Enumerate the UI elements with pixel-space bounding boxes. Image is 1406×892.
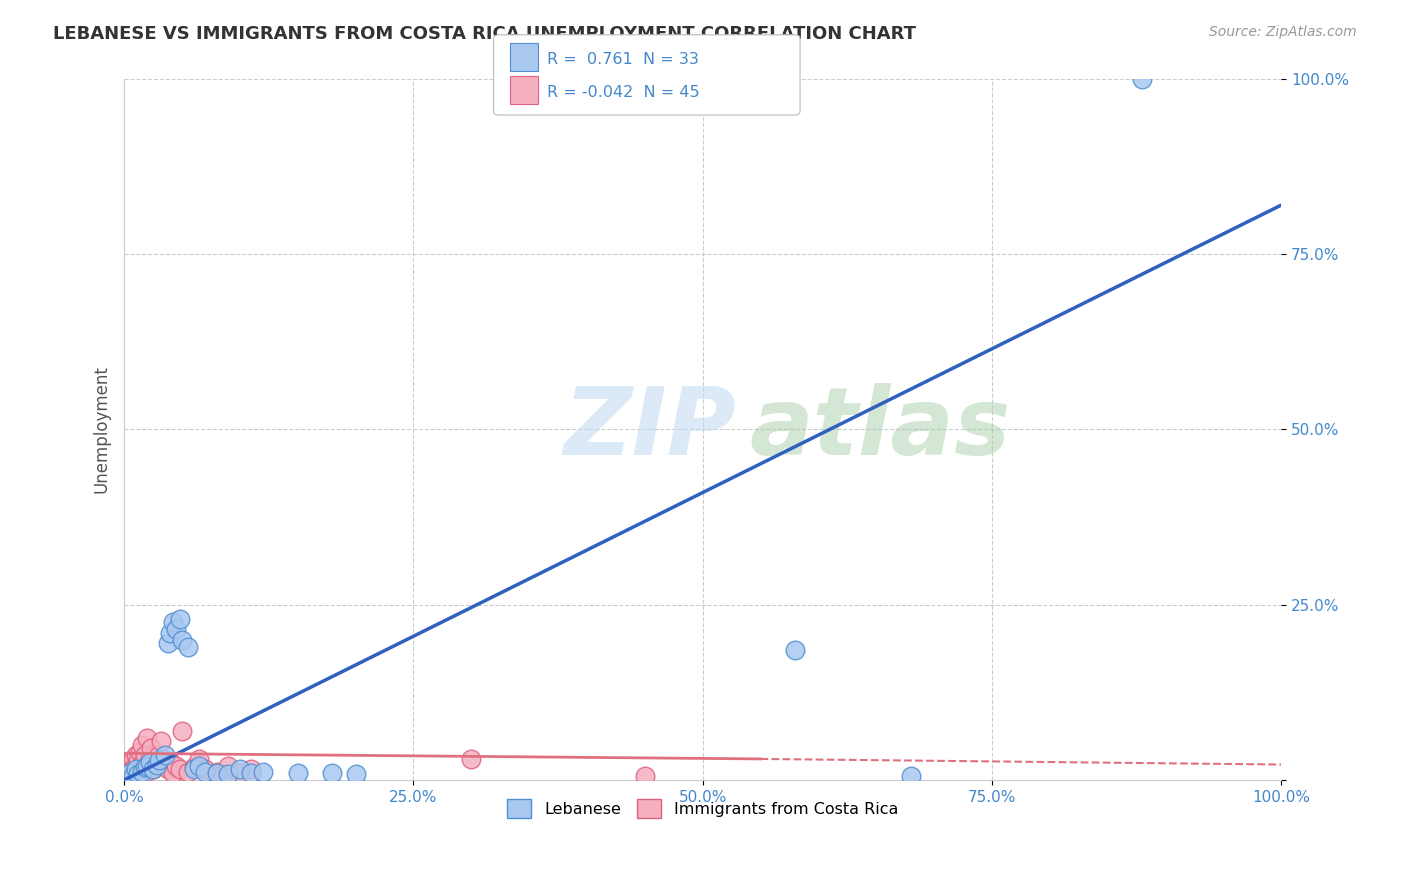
Point — [139, 741, 162, 756]
Point — [145, 757, 167, 772]
Point — [131, 764, 153, 779]
Point — [122, 752, 145, 766]
Point — [125, 763, 148, 777]
Point — [128, 763, 150, 777]
Point — [134, 748, 156, 763]
Point — [148, 753, 170, 767]
Point — [127, 767, 149, 781]
Point — [194, 764, 217, 779]
Point — [124, 759, 146, 773]
Point — [169, 612, 191, 626]
Point — [157, 636, 180, 650]
Point — [118, 760, 141, 774]
Text: R = -0.042  N = 45: R = -0.042 N = 45 — [547, 85, 700, 100]
Text: LEBANESE VS IMMIGRANTS FROM COSTA RICA UNEMPLOYMENT CORRELATION CHART: LEBANESE VS IMMIGRANTS FROM COSTA RICA U… — [53, 25, 917, 43]
Point — [131, 738, 153, 752]
Point — [120, 756, 142, 770]
Point — [252, 764, 274, 779]
Point — [136, 759, 159, 773]
Point — [785, 643, 807, 657]
Point — [115, 764, 138, 779]
Point — [122, 766, 145, 780]
Point — [205, 764, 228, 779]
Point — [165, 622, 187, 636]
Point — [132, 756, 155, 770]
Point — [127, 753, 149, 767]
Point — [188, 752, 211, 766]
Point — [217, 759, 239, 773]
Point — [129, 745, 152, 759]
Point — [194, 763, 217, 777]
Legend: Lebanese, Immigrants from Costa Rica: Lebanese, Immigrants from Costa Rica — [501, 792, 904, 824]
Point — [205, 766, 228, 780]
Point — [122, 769, 145, 783]
Point — [170, 632, 193, 647]
Point — [134, 760, 156, 774]
Point — [240, 763, 263, 777]
Point — [183, 763, 205, 777]
Point — [188, 759, 211, 773]
Point — [170, 723, 193, 738]
Point — [287, 766, 309, 780]
Point — [211, 767, 233, 781]
Text: ZIP: ZIP — [564, 384, 737, 475]
Text: atlas: atlas — [749, 384, 1010, 475]
Y-axis label: Unemployment: Unemployment — [93, 366, 110, 493]
Point — [118, 766, 141, 780]
Point — [150, 734, 173, 748]
Point — [177, 764, 200, 779]
Point — [121, 763, 143, 777]
Text: Source: ZipAtlas.com: Source: ZipAtlas.com — [1209, 25, 1357, 39]
Point — [217, 767, 239, 781]
Point — [159, 756, 181, 770]
Point — [1130, 72, 1153, 87]
Point — [344, 767, 367, 781]
Point — [460, 752, 482, 766]
Point — [900, 769, 922, 783]
Point — [118, 767, 141, 781]
Point — [135, 764, 157, 779]
Point — [634, 769, 657, 783]
Point — [148, 748, 170, 763]
Point — [142, 763, 165, 777]
Point — [131, 760, 153, 774]
Point — [162, 615, 184, 630]
Point — [177, 640, 200, 654]
Point — [240, 766, 263, 780]
Point — [321, 766, 343, 780]
Point — [125, 748, 148, 763]
Text: R =  0.761  N = 33: R = 0.761 N = 33 — [547, 52, 699, 67]
Point — [145, 756, 167, 770]
Point — [169, 763, 191, 777]
Point — [125, 757, 148, 772]
Point — [136, 731, 159, 745]
Point — [229, 763, 252, 777]
Point — [153, 748, 176, 763]
Point — [138, 756, 160, 770]
Point — [153, 759, 176, 773]
Point — [229, 766, 252, 780]
Point — [138, 752, 160, 766]
Point — [159, 625, 181, 640]
Point — [165, 759, 187, 773]
Point — [142, 763, 165, 777]
Point — [183, 760, 205, 774]
Point — [162, 766, 184, 780]
Point — [157, 763, 180, 777]
Point — [136, 759, 159, 773]
Point — [125, 764, 148, 779]
